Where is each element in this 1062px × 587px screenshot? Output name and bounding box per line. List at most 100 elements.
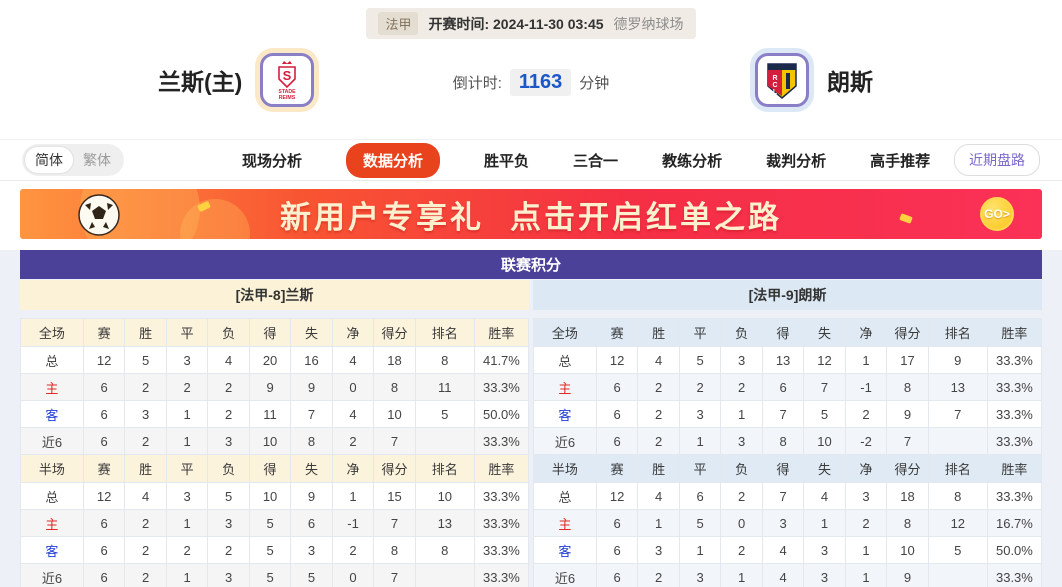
match-meta-pill: 法甲 开赛时间: 2024-11-30 03:45 德罗纳球场	[366, 8, 696, 39]
stat-cell: 2	[844, 400, 888, 428]
stat-cell: 7	[373, 509, 416, 537]
tab-4[interactable]: 教练分析	[662, 152, 723, 170]
stat-cell: 5	[678, 509, 722, 537]
banner-headline: 新用户专享礼 点击开启红单之路	[280, 199, 782, 235]
go-button[interactable]: GO>	[980, 197, 1014, 231]
column-header: 平	[165, 454, 209, 483]
table-row: 总 12 4 3 5 10 9 1 15 10 33.3%	[20, 482, 530, 510]
stat-cell: 6	[595, 509, 639, 537]
table-row: 近6 6 2 3 1 4 3 1 9 33.3%	[533, 563, 1043, 587]
column-header: 赛	[82, 454, 126, 483]
stat-cell: 9	[290, 373, 333, 401]
tab-2[interactable]: 胜平负	[484, 152, 530, 170]
stat-cell: 1	[637, 509, 680, 537]
stat-cell: 4	[124, 482, 167, 510]
stat-cell: 1	[165, 563, 209, 587]
table-row: 主 6 2 1 3 5 6 -1 7 13 33.3%	[20, 509, 530, 537]
column-header: 得	[248, 318, 292, 347]
stat-cell: 4	[761, 563, 805, 587]
stat-cell: 2	[720, 536, 763, 564]
stat-cell: 6	[82, 536, 126, 564]
table-row: 近6 6 2 1 3 8 10 -2 7 33.3%	[533, 427, 1043, 455]
stat-cell: 4	[637, 482, 680, 510]
stat-cell: 7	[886, 427, 929, 455]
stat-cell	[927, 427, 988, 455]
stat-cell: 4	[331, 400, 375, 428]
venue-name: 德罗纳球场	[613, 15, 684, 32]
stat-cell: -2	[844, 427, 888, 455]
tab-5[interactable]: 裁判分析	[766, 152, 827, 170]
countdown-label: 倒计时:	[452, 75, 502, 92]
stat-cell: 12	[82, 482, 126, 510]
table-gap	[20, 310, 1042, 318]
stat-cell: 13	[414, 509, 475, 537]
row-label: 总	[20, 346, 84, 374]
stat-cell: 1	[165, 427, 209, 455]
column-header-row: 半场赛胜平负得失净得分 排名 胜率	[533, 454, 1043, 483]
stat-cell: 5	[248, 563, 292, 587]
column-header: 半场	[533, 454, 597, 483]
row-label: 客	[533, 400, 597, 428]
recent-odds-button[interactable]: 近期盘路	[954, 144, 1040, 176]
stade-reims-crest-icon: S STADE REIMS	[278, 61, 296, 101]
stat-cell: 5	[927, 536, 988, 564]
column-header: 负	[207, 454, 250, 483]
column-header: 赛	[595, 454, 639, 483]
column-header: 赛	[82, 318, 126, 347]
column-header: 胜率	[986, 318, 1043, 347]
stat-cell: 2	[844, 509, 888, 537]
stat-cell: 0	[331, 373, 375, 401]
table-row: 近6 6 2 1 3 5 5 0 7 33.3%	[20, 563, 530, 587]
rc-lens-crest-icon: R C L	[767, 63, 797, 99]
column-header: 净	[844, 318, 888, 347]
lang-simplified[interactable]: 简体	[25, 147, 73, 173]
stat-cell: 9	[290, 482, 333, 510]
win-rate-cell: 33.3%	[473, 563, 530, 587]
stat-cell: 2	[124, 509, 167, 537]
stat-cell: 4	[803, 482, 846, 510]
teams-row: 兰斯(主) S STADE REIMS 倒计时: 1163 分钟 R C L	[0, 43, 1062, 139]
stat-cell: 5	[678, 346, 722, 374]
column-header: 负	[207, 318, 250, 347]
column-header: 得分	[886, 318, 929, 347]
tab-6[interactable]: 高手推荐	[870, 152, 931, 170]
stat-cell: 4	[637, 346, 680, 374]
promo-banner[interactable]: 新用户专享礼 点击开启红单之路 GO>	[20, 189, 1042, 239]
home-team: 兰斯(主) S STADE REIMS	[158, 53, 315, 107]
stat-cell: 2	[207, 536, 250, 564]
stat-cell: 8	[886, 509, 929, 537]
stat-cell: 9	[248, 373, 292, 401]
win-rate-cell: 50.0%	[473, 400, 530, 428]
stat-cell: 12	[595, 482, 639, 510]
stat-cell: 3	[165, 346, 209, 374]
stat-cell: 8	[290, 427, 333, 455]
stat-cell: 6	[82, 427, 126, 455]
column-header-row: 全场赛胜平负得失净得分 排名 胜率	[533, 318, 1043, 347]
stat-cell: 3	[165, 482, 209, 510]
column-header: 全场	[533, 318, 597, 347]
stat-cell: 7	[373, 563, 416, 587]
row-label: 总	[20, 482, 84, 510]
table-row: 客 6 2 3 1 7 5 2 9 7 33.3%	[533, 400, 1043, 428]
stat-cell	[927, 563, 988, 587]
league-table-home: 全场赛胜平负得失净得分 排名 胜率总 12 5 3 4 20 16 4 18 8 41.7% 主 6 2 2 2 9…	[20, 318, 530, 587]
tab-3[interactable]: 三合一	[573, 152, 619, 170]
tab-0[interactable]: 现场分析	[242, 152, 303, 170]
stat-cell: 2	[637, 427, 680, 455]
row-label: 近6	[533, 563, 597, 587]
column-header: 失	[803, 318, 846, 347]
lang-traditional[interactable]: 繁体	[83, 152, 111, 168]
countdown-value: 1163	[509, 69, 572, 96]
home-table-header: [法甲-8]兰斯	[20, 280, 529, 310]
column-header: 得	[761, 318, 805, 347]
stat-cell: 6	[82, 373, 126, 401]
stat-cell	[414, 563, 475, 587]
win-rate-cell: 50.0%	[986, 536, 1043, 564]
column-header: 胜率	[473, 318, 530, 347]
column-header: 胜率	[473, 454, 530, 483]
stat-cell: 6	[595, 536, 639, 564]
column-header: 平	[165, 318, 209, 347]
stat-cell: 8	[886, 373, 929, 401]
tab-1[interactable]: 数据分析	[346, 142, 441, 178]
row-label: 主	[20, 509, 84, 537]
